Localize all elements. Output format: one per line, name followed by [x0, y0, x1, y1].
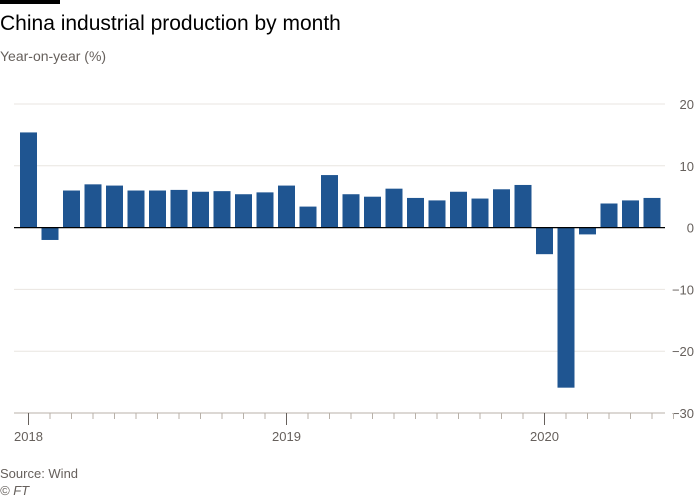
bar: [342, 194, 360, 228]
chart-title: China industrial production by month: [0, 12, 341, 35]
bar: [321, 175, 338, 228]
bar: [20, 132, 37, 228]
bar: [63, 190, 80, 228]
bar: [299, 206, 317, 228]
x-axis: 2018 2019 2020: [14, 412, 674, 444]
bar: [235, 194, 252, 228]
bar: [450, 191, 467, 228]
bar: [106, 185, 123, 228]
y-tick-label: 20: [680, 97, 694, 112]
y-tick-label: −20: [672, 344, 694, 359]
bar: [428, 200, 446, 228]
bar: [622, 200, 639, 228]
bar: [514, 184, 532, 228]
bar: [192, 191, 209, 228]
source-note: Source: Wind: [0, 466, 79, 481]
y-axis-ticks: 20 10 0 −10 −20 −30: [672, 97, 694, 421]
bar: [149, 190, 166, 228]
bar: [127, 190, 145, 228]
chart-subtitle: Year-on-year (%): [0, 48, 107, 64]
bar: [471, 198, 489, 228]
bars: [20, 132, 661, 388]
bar: [643, 197, 661, 228]
bar: [41, 227, 59, 240]
bar: [557, 227, 575, 388]
bar: [84, 184, 102, 228]
bar: [407, 197, 424, 228]
bar: [364, 196, 381, 228]
bar-chart: 20 10 0 −10 −20 −30 2018 2019 2020: [14, 97, 694, 444]
bar: [170, 189, 188, 228]
bar: [278, 185, 295, 228]
bar: [213, 191, 231, 228]
bar: [385, 188, 403, 228]
x-tick-label: 2020: [530, 429, 559, 444]
bar: [493, 189, 510, 228]
bar: [579, 227, 596, 235]
bar: [600, 203, 618, 228]
y-tick-label: −10: [672, 282, 694, 297]
x-tick-label: 2018: [14, 429, 43, 444]
y-tick-label: 0: [687, 221, 694, 236]
brand-top-rule: [0, 0, 60, 4]
y-tick-label: −30: [672, 406, 694, 421]
credit-note: © FT: [0, 483, 30, 498]
bar: [256, 192, 274, 228]
bar: [536, 227, 553, 255]
y-tick-label: 10: [680, 159, 694, 174]
x-tick-label: 2019: [272, 429, 301, 444]
